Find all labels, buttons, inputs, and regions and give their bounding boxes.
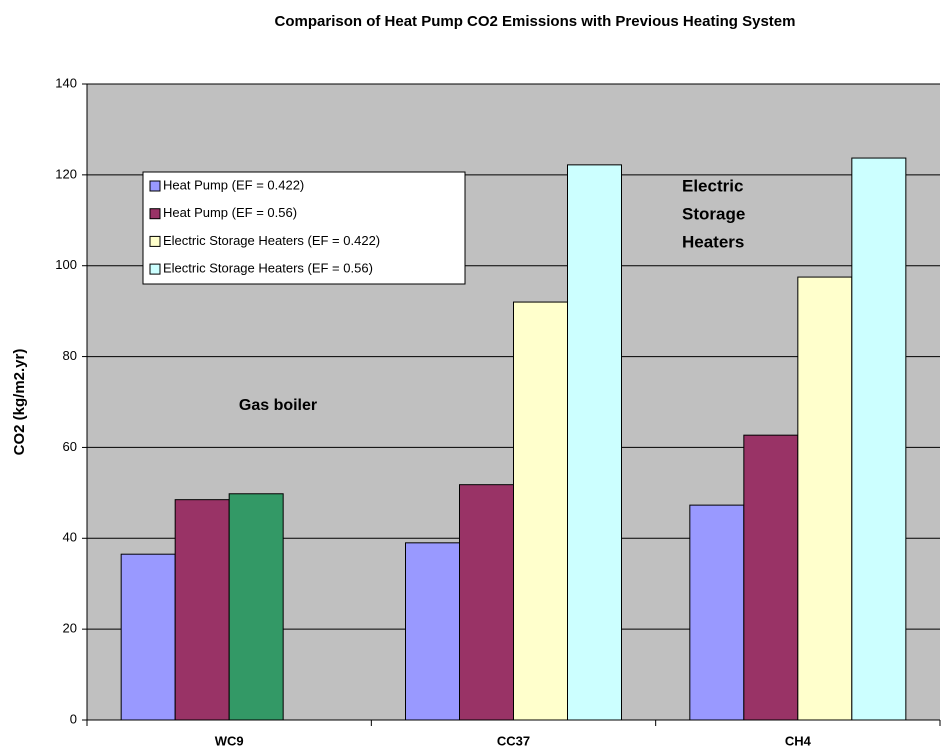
x-tick-label: CH4 (785, 733, 812, 748)
annotation: Heaters (682, 232, 744, 251)
bar (228, 493, 284, 721)
bar (174, 499, 230, 721)
legend-label: Electric Storage Heaters (EF = 0.56) (163, 261, 373, 276)
y-tick-label: 140 (55, 75, 77, 90)
y-axis-label: CO2 (kg/m2.yr) (11, 349, 28, 456)
annotation: Electric (682, 176, 743, 195)
chart-title: Comparison of Heat Pump CO2 Emissions wi… (275, 13, 796, 30)
y-tick-label: 100 (55, 257, 77, 272)
legend-swatch (149, 208, 161, 220)
bar (851, 157, 907, 721)
legend (142, 171, 466, 285)
bar (689, 504, 745, 721)
legend-swatch (149, 263, 161, 275)
x-tick-label: CC37 (497, 733, 530, 748)
x-tick-label: WC9 (215, 733, 244, 748)
legend-swatch (149, 235, 161, 247)
annotation: Storage (682, 204, 745, 223)
y-tick-label: 20 (63, 621, 77, 636)
bar (405, 542, 460, 721)
bar (567, 164, 622, 721)
bar (459, 484, 514, 721)
legend-label: Electric Storage Heaters (EF = 0.422) (163, 233, 380, 248)
y-tick-label: 120 (55, 166, 77, 181)
y-tick-label: 40 (63, 530, 77, 545)
bar (120, 553, 176, 721)
legend-label: Heat Pump (EF = 0.422) (163, 177, 304, 192)
y-tick-label: 80 (63, 348, 77, 363)
annotation: Gas boiler (239, 397, 317, 414)
y-tick-label: 60 (63, 439, 77, 454)
bar (513, 301, 568, 721)
bar (797, 276, 853, 721)
legend-label: Heat Pump (EF = 0.56) (163, 205, 297, 220)
bar (743, 434, 799, 721)
y-tick-label: 0 (70, 711, 77, 726)
legend-swatch (149, 180, 161, 192)
